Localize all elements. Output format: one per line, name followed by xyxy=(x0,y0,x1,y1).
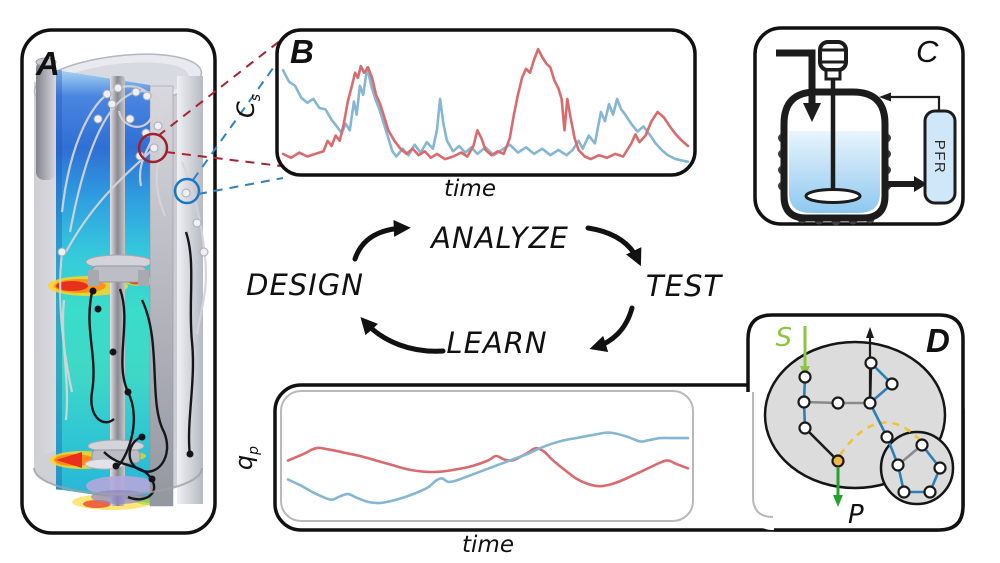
panel-b-border xyxy=(275,28,697,177)
cycle-word-analyze: ANALYZE xyxy=(429,221,569,255)
panel-b-xlabel: time xyxy=(444,176,496,202)
pfr-return-arrowhead xyxy=(879,92,891,102)
network-node xyxy=(923,485,937,499)
network-node xyxy=(863,396,877,410)
pfr-return-line xyxy=(884,95,941,111)
stirrer-motor xyxy=(818,40,848,81)
panel-a-border xyxy=(20,28,217,535)
network-node xyxy=(831,396,845,410)
stirrer-shaft xyxy=(110,76,125,506)
network-node xyxy=(798,370,812,384)
cycle-word-learn: LEARN xyxy=(446,326,547,360)
metabolic-network xyxy=(797,356,947,499)
network-node xyxy=(915,438,929,452)
cycle-arrow-analyze-test xyxy=(585,225,642,267)
chart-b-series-red xyxy=(281,47,690,161)
vessel-bottom-arc xyxy=(33,467,203,495)
sparger-disc xyxy=(86,476,158,496)
zoom-circle-blue xyxy=(173,177,201,205)
pfr-label: PFR xyxy=(931,140,948,175)
zoom-connector-lines xyxy=(157,39,284,195)
panel-a-label: A xyxy=(35,45,60,82)
connector-red-bottom xyxy=(165,151,282,167)
cycle-word-design: DESIGN xyxy=(246,268,364,302)
chart-q-xlabel: time xyxy=(462,532,514,558)
network-node xyxy=(797,395,811,409)
panel-c-label: C xyxy=(916,34,939,69)
compartment-boundary xyxy=(879,430,955,506)
connector-red-top xyxy=(157,39,282,137)
panel-d-label: D xyxy=(926,322,950,359)
network-node xyxy=(831,454,845,468)
substrate-label: S xyxy=(775,323,792,353)
export-arrowhead xyxy=(866,327,874,338)
pfr-outflow-arrowhead xyxy=(914,176,927,192)
chart-q-ylabel: qp xyxy=(230,446,262,470)
network-node xyxy=(897,485,911,499)
chart-q-series xyxy=(286,431,690,505)
network-edge xyxy=(804,427,839,462)
network-node xyxy=(798,421,812,435)
particle-dots xyxy=(89,287,194,483)
product-label: P xyxy=(848,500,864,530)
panel-d: S P D xyxy=(746,313,965,532)
panel-d-border xyxy=(746,313,965,532)
cycle-diagram: ANALYZE TEST LEARN DESIGN xyxy=(246,219,723,360)
chart-b-series xyxy=(281,47,690,164)
panel-b-ylabel: Cs xyxy=(232,94,264,118)
cycle-arrow-learn-design xyxy=(360,316,446,354)
feed-arrowhead xyxy=(803,103,821,122)
product-arrowhead xyxy=(833,495,843,507)
chart-q-series-blue xyxy=(286,431,690,505)
panel-b: B Cs time xyxy=(232,28,697,202)
pfr-unit xyxy=(923,109,957,205)
cycle-word-test: TEST xyxy=(646,269,723,303)
panel-a: A xyxy=(20,28,217,535)
chart-b-series-blue xyxy=(281,66,690,164)
tank-impeller xyxy=(804,188,862,204)
network-node xyxy=(885,377,899,391)
wall-curl-top xyxy=(35,57,57,67)
vessel-wall-curl xyxy=(36,60,56,180)
zoom-circle-red xyxy=(137,132,169,164)
panel-d-gray-corner xyxy=(752,392,774,518)
panel-b-label: B xyxy=(290,33,314,70)
cycle-arrow-test-learn xyxy=(589,305,635,353)
bioreactor-cfd-art xyxy=(33,53,209,510)
connector-blue-bottom xyxy=(197,177,284,195)
cycle-arrow-design-analyze xyxy=(352,219,411,262)
panel-c: C PFR xyxy=(753,26,965,226)
impeller-mid xyxy=(85,254,153,286)
network-node xyxy=(891,458,905,472)
feed-line xyxy=(776,49,816,105)
chart-q-frame xyxy=(280,390,694,522)
sparger-base xyxy=(91,490,147,504)
network-node xyxy=(933,461,947,475)
network-node xyxy=(864,356,878,370)
network-edge xyxy=(868,362,873,404)
network-node xyxy=(880,430,894,444)
particle-beads xyxy=(57,83,209,257)
